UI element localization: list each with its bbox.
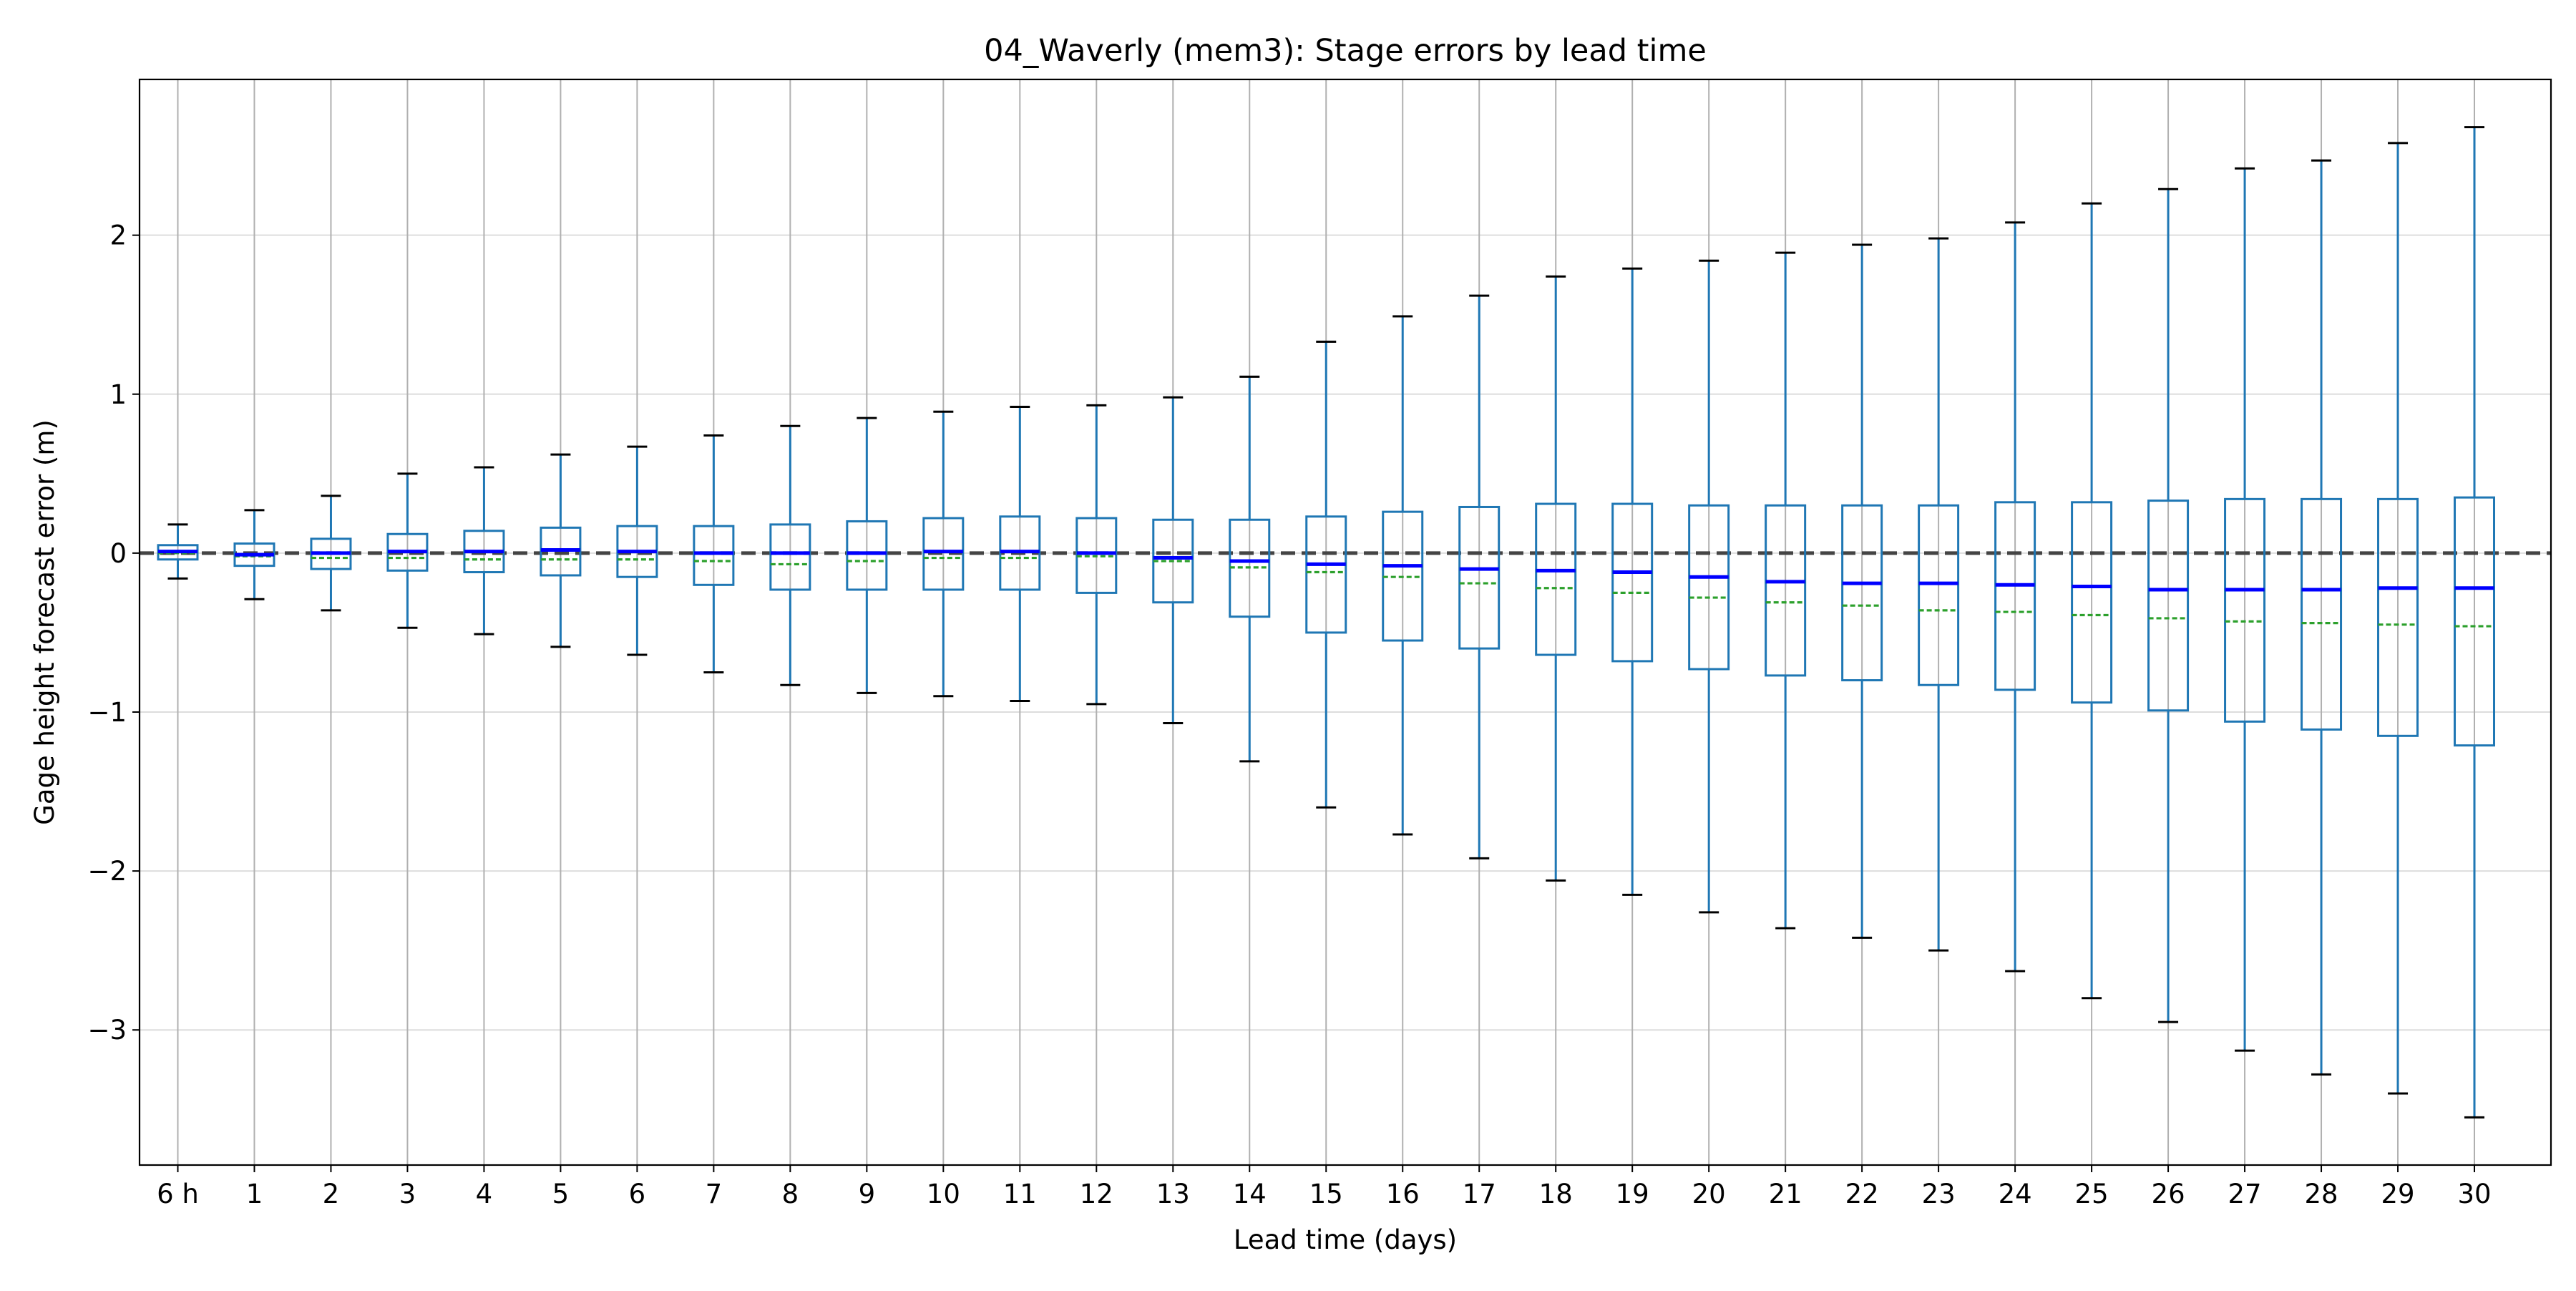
- x-tick-label: 21: [1769, 1179, 1802, 1209]
- y-tick-label: 1: [109, 379, 127, 410]
- x-tick-label: 9: [859, 1179, 876, 1209]
- iqr-box: [1688, 504, 1730, 671]
- box-group: [2147, 187, 2190, 1023]
- x-tick-label: 2: [323, 1179, 340, 1209]
- box-group: [2071, 202, 2113, 1000]
- box-group: [999, 406, 1041, 702]
- x-tick-label: 5: [552, 1179, 570, 1209]
- x-axis-label: Lead time (days): [1234, 1224, 1457, 1255]
- box-group: [233, 509, 275, 600]
- x-tick-label: 15: [1309, 1179, 1343, 1209]
- iqr-box: [2454, 496, 2496, 747]
- box-group: [1994, 221, 2036, 973]
- x-tick-label: 4: [476, 1179, 493, 1209]
- iqr-box: [2377, 497, 2419, 737]
- iqr-box: [1841, 504, 1883, 682]
- box-group: [2301, 159, 2343, 1076]
- y-tick-label: −1: [87, 697, 127, 728]
- box-group: [386, 472, 429, 629]
- iqr-box: [922, 517, 965, 591]
- box-group: [616, 445, 658, 656]
- box-group: [463, 466, 505, 635]
- box-group: [1305, 340, 1347, 809]
- box-group: [1611, 267, 1654, 896]
- x-tick-label: 22: [1845, 1179, 1879, 1209]
- x-tick-label: 25: [2075, 1179, 2109, 1209]
- iqr-box: [1458, 505, 1501, 650]
- x-tick-label: 23: [1922, 1179, 1956, 1209]
- box-group: [157, 523, 199, 580]
- iqr-box: [2071, 501, 2113, 704]
- x-tick-label: 11: [1003, 1179, 1037, 1209]
- y-tick-label: 2: [109, 220, 127, 251]
- iqr-box: [2301, 497, 2343, 731]
- box-group: [1382, 315, 1424, 836]
- y-axis-label: Gage height forecast error (m): [29, 419, 60, 825]
- iqr-box: [2147, 500, 2190, 712]
- x-tick-label: 30: [2457, 1179, 2491, 1209]
- plot-frame: [138, 78, 2552, 1166]
- x-tick-label: 16: [1386, 1179, 1420, 1209]
- x-tick-label: 7: [706, 1179, 723, 1209]
- iqr-box: [1305, 515, 1347, 634]
- box-group: [1229, 375, 1271, 763]
- box-group: [846, 416, 888, 694]
- y-axis-ticks: 2 1 0 −1 −2 −3: [87, 220, 140, 1046]
- x-tick-label: 18: [1539, 1179, 1573, 1209]
- box-group: [310, 495, 352, 612]
- x-tick-label: 24: [1999, 1179, 2032, 1209]
- box-group: [769, 424, 811, 686]
- iqr-box: [1611, 502, 1654, 663]
- y-tick-label: 0: [109, 538, 127, 569]
- box-group: [2224, 167, 2266, 1052]
- box-group: [2377, 142, 2419, 1095]
- x-tick-label: 14: [1233, 1179, 1267, 1209]
- iqr-box: [693, 525, 735, 586]
- iqr-box: [1535, 502, 1577, 656]
- boxes-layer: [157, 126, 2496, 1119]
- x-axis-ticks: 6 h 1 2 3 4 5 6 7 8 9 10 11 12 13 14 15 16 17 18 19 20 21 22 23…: [157, 1165, 2492, 1209]
- box-group: [1765, 251, 1807, 930]
- iqr-box: [1765, 504, 1807, 677]
- box-group: [1841, 243, 1883, 939]
- x-tick-label: 1: [246, 1179, 263, 1209]
- box-group: [1075, 404, 1118, 706]
- x-tick-label: 8: [782, 1179, 799, 1209]
- box-group: [1688, 259, 1730, 914]
- iqr-box: [1994, 501, 2036, 691]
- box-group: [1458, 294, 1501, 859]
- iqr-box: [2224, 497, 2266, 723]
- x-tick-label: 20: [1692, 1179, 1726, 1209]
- x-tick-label: 29: [2381, 1179, 2414, 1209]
- box-group: [1918, 237, 1960, 952]
- x-tick-label: 28: [2305, 1179, 2338, 1209]
- x-tick-label: 17: [1463, 1179, 1496, 1209]
- x-tick-label: 27: [2228, 1179, 2262, 1209]
- x-tick-label: 26: [2152, 1179, 2185, 1209]
- x-tick-label: 6: [629, 1179, 646, 1209]
- box-group: [1152, 396, 1194, 725]
- x-tick-label: 13: [1156, 1179, 1190, 1209]
- box-group: [540, 453, 582, 648]
- x-tick-label: 3: [399, 1179, 416, 1209]
- x-tick-label: 12: [1080, 1179, 1113, 1209]
- y-tick-label: −2: [87, 856, 127, 887]
- box-group: [693, 434, 735, 673]
- iqr-box: [846, 520, 888, 591]
- iqr-box: [1918, 504, 1960, 686]
- x-tick-label: 6 h: [157, 1179, 199, 1209]
- y-tick-label: −3: [87, 1015, 127, 1046]
- x-tick-label: 19: [1616, 1179, 1649, 1209]
- iqr-box: [769, 523, 811, 591]
- box-group: [2454, 126, 2496, 1119]
- chart-title: 04_Waverly (mem3): Stage errors by lead …: [984, 33, 1707, 69]
- x-tick-label: 10: [927, 1179, 960, 1209]
- box-group: [1535, 275, 1577, 882]
- box-group: [922, 410, 965, 698]
